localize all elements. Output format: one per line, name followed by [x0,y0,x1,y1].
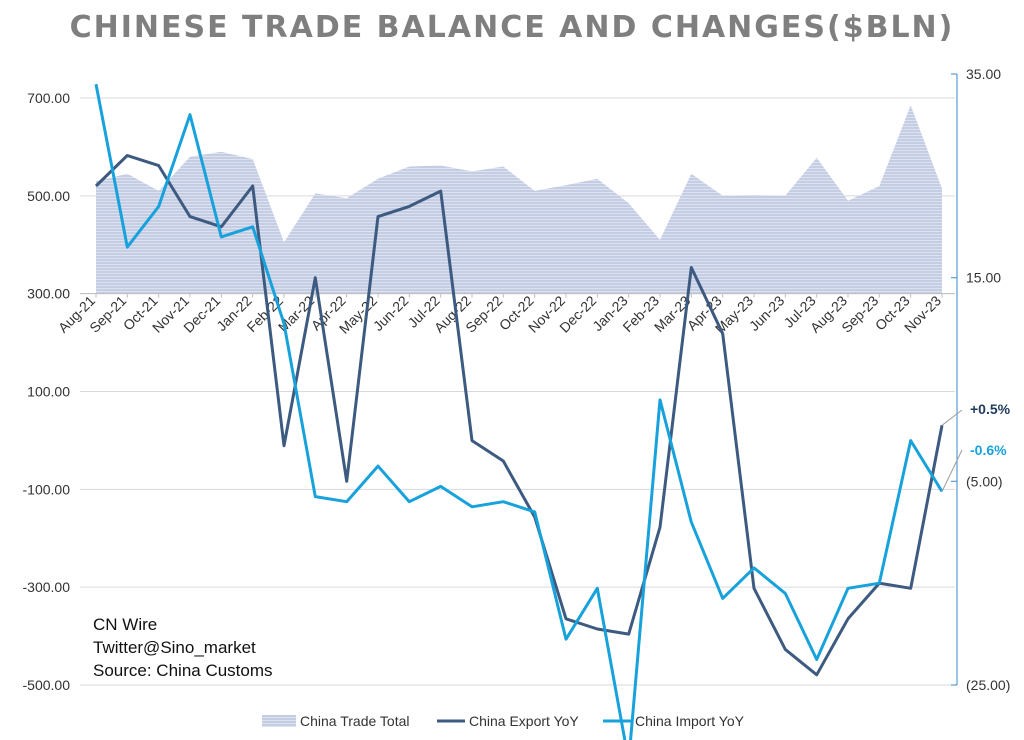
left-tick-label: -300.00 [23,579,71,595]
legend: China Trade Total China Export YoY China I… [262,713,745,729]
right-tick-label: (25.00) [966,677,1010,693]
legend-entry-label: China Export YoY [469,713,579,729]
right-tick-label: 35.00 [966,66,1001,82]
axes: 700.00 500.00 300.00 100.00 -100.00 -300.00 -5… [23,66,1011,693]
left-tick-label: -100.00 [23,481,71,497]
leader-line-export [941,409,963,426]
x-axis-ticks: Aug-21Sep-21Oct-21Nov-21Dec-21Jan-22Feb-… [55,292,944,336]
series-line-china-export-yoy [94,154,944,677]
left-tick-label: 500.00 [27,188,70,204]
chart-title: CHINESE TRADE BALANCE AND CHANGES($BLN) [70,10,955,45]
trade-total-area-layer [96,105,942,294]
x-tick-label: Jun-22 [370,292,412,334]
credit-line-1: CN Wire [93,615,157,634]
credit-line-2: Twitter@Sino_market [93,638,256,657]
leader-line-import [941,449,963,492]
end-label-import: -0.6% [970,442,1007,458]
legend-swatch-area [262,715,296,727]
left-tick-label: 300.00 [27,286,70,302]
right-tick-label: (5.00) [966,473,1003,489]
legend-entry-label: China Trade Total [300,713,409,729]
credit-line-3: Source: China Customs [93,661,273,680]
left-tick-label: -500.00 [23,677,71,693]
legend-entry-label: China Import YoY [635,713,745,729]
right-tick-label: 15.00 [966,270,1001,286]
end-label-export: +0.5% [970,401,1011,417]
x-tick-label: Jun-23 [746,292,788,334]
series-line-china-import-yoy [94,83,944,740]
left-tick-label: 100.00 [27,384,70,400]
end-labels: +0.5% -0.6% [941,401,1011,492]
credits: CN Wire Twitter@Sino_market Source: Chin… [93,615,273,680]
series-lines [94,83,944,740]
area-china-trade-total [96,105,942,294]
left-tick-label: 700.00 [27,90,70,106]
